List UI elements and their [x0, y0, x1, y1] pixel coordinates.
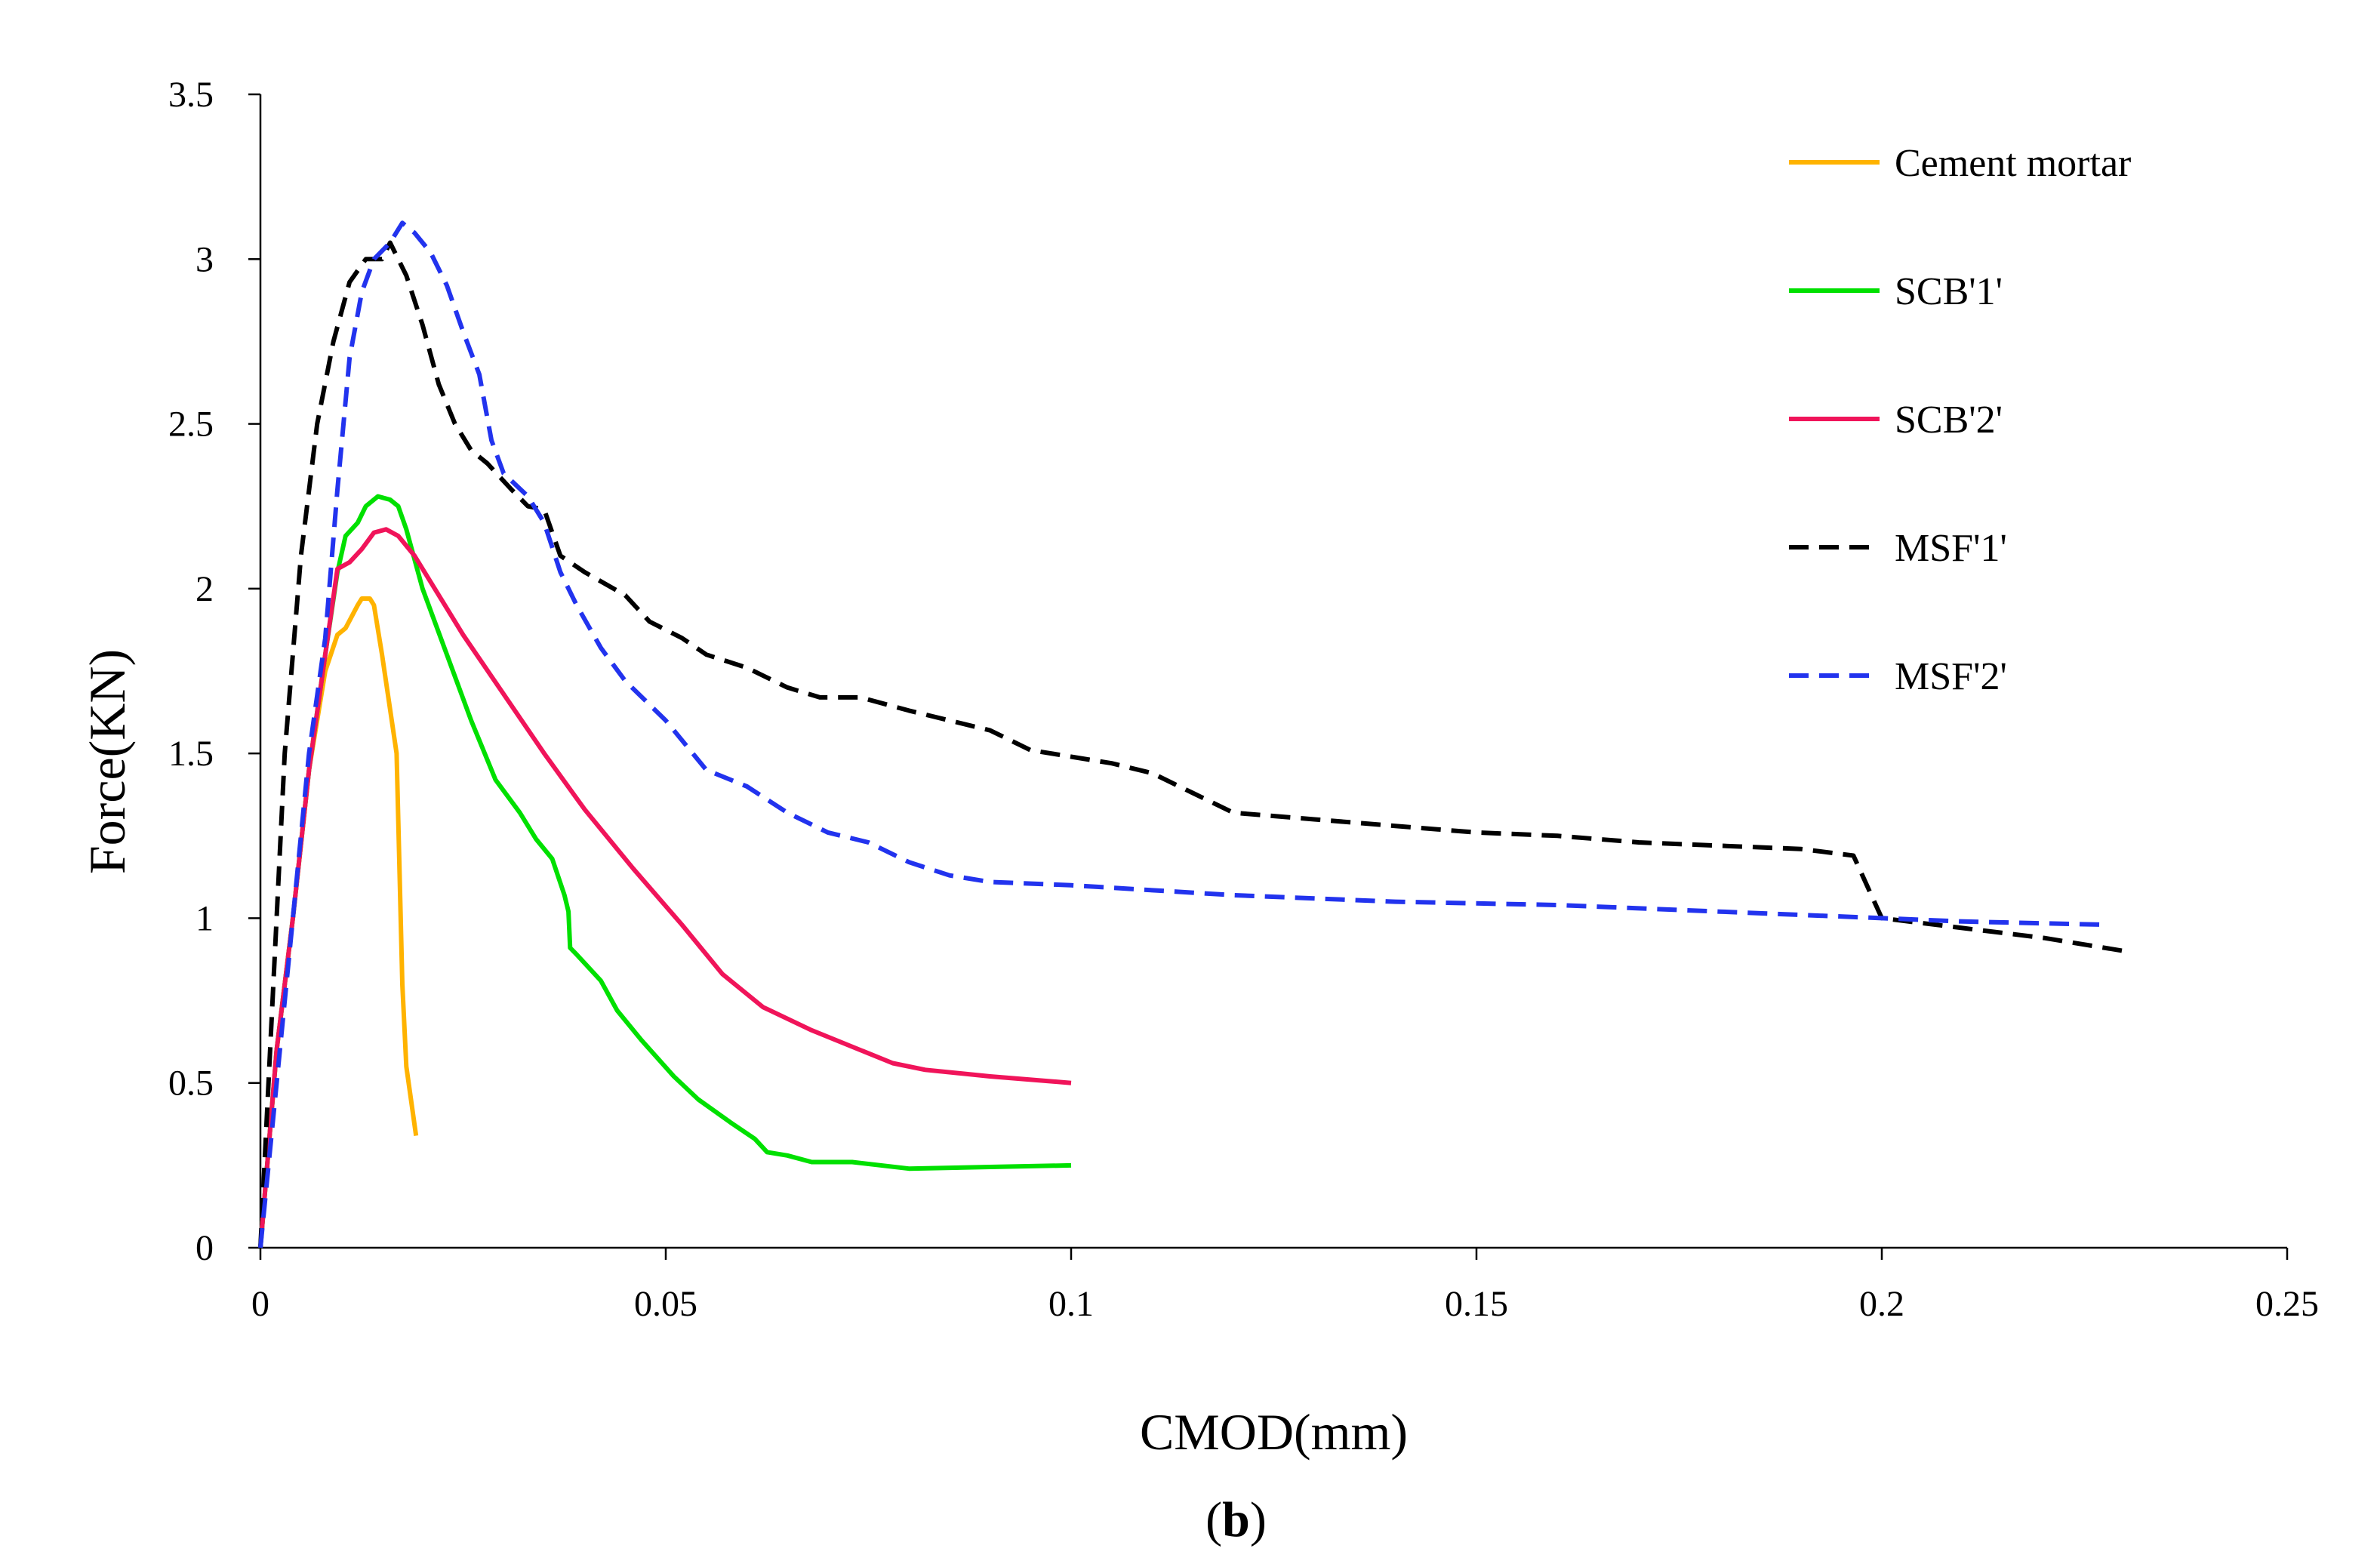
- x-tick-label: 0.25: [2255, 1284, 2319, 1324]
- series-line-0: [258, 596, 419, 1248]
- caption-close-paren: ): [1250, 1492, 1267, 1547]
- axes: [259, 94, 2287, 1249]
- figure-caption: (b): [1205, 1492, 1267, 1547]
- legend-label: MSF'2': [1895, 655, 2007, 698]
- y-tick-label: 0.5: [168, 1064, 214, 1104]
- legend-label: SCB'2': [1895, 399, 2003, 442]
- series-line-2: [258, 527, 1072, 1248]
- series-lines: [258, 220, 2126, 1248]
- y-tick-label: 3: [196, 239, 214, 279]
- y-tick-label: 1.5: [168, 734, 214, 774]
- y-tick-label: 3.5: [168, 75, 214, 115]
- caption-letter: b: [1222, 1492, 1250, 1547]
- y-axis-title: Force(KN): [79, 649, 136, 874]
- x-tick-label: 0: [251, 1284, 269, 1324]
- legend-label: Cement mortar: [1895, 142, 2131, 185]
- y-tick-label: 0: [196, 1228, 214, 1268]
- series-line-4: [258, 220, 2109, 1248]
- x-tick-label: 0.05: [634, 1284, 697, 1324]
- x-tick-label: 0.15: [1445, 1284, 1508, 1324]
- y-tick-label: 1: [196, 898, 214, 938]
- series-line-1: [258, 494, 1072, 1248]
- y-tick-label: 2.5: [168, 405, 214, 445]
- x-axis-title: CMOD(mm): [1140, 1403, 1408, 1461]
- legend-label: MSF'1': [1895, 527, 2007, 570]
- x-tick-label: 0.1: [1048, 1284, 1094, 1324]
- y-tick-label: 2: [196, 569, 214, 609]
- x-tick-label: 0.2: [1859, 1284, 1904, 1324]
- legend: Cement mortar SCB'1' SCB'2' MSF'1' MSF'2': [1789, 142, 2131, 698]
- legend-label: SCB'1': [1895, 270, 2003, 313]
- series-line-3: [258, 240, 2126, 1248]
- caption-open-paren: (: [1205, 1492, 1222, 1547]
- ticks: 0 0.5 1 1.5 2 2.5 3 3.5 0 0.05 0.1 0.15 0.2 0.25: [168, 75, 2319, 1324]
